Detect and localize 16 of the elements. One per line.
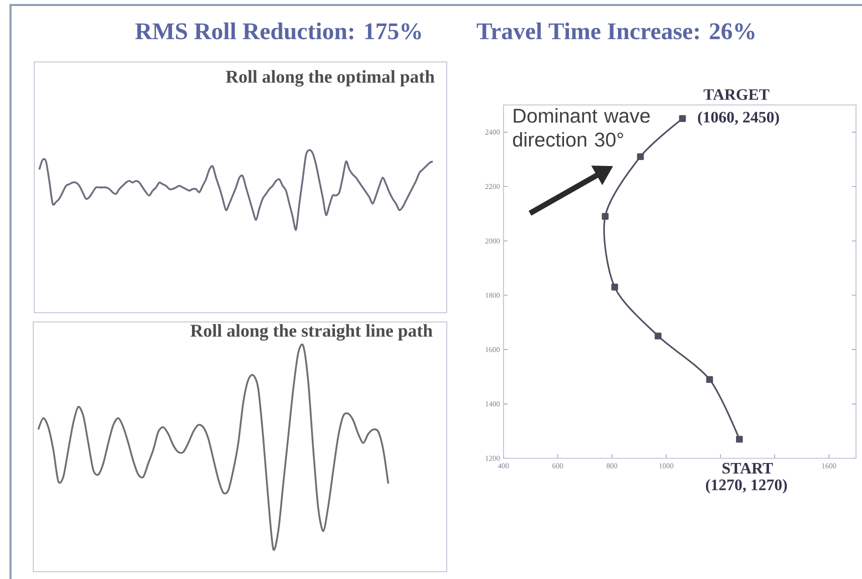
point [736,436,743,443]
text: Travel Time Increase: 26% [476,22,754,40]
point [654,332,662,340]
chart-title: Roll along the optimal path [226,70,435,87]
point [679,115,686,122]
annotation: Dominant wave direction 30° [513,108,650,147]
annotation: START [722,462,773,474]
data-label: (1060, 2450) [698,111,779,126]
chart-title: Roll along the straight line path [190,324,433,341]
data-label: (1270, 1270) [706,479,787,494]
point [706,376,713,383]
point [637,153,644,160]
annotation: TARGET [704,89,770,100]
text: RMS Roll Reduction: 175% [135,22,421,40]
point [602,213,609,220]
point [611,284,618,290]
